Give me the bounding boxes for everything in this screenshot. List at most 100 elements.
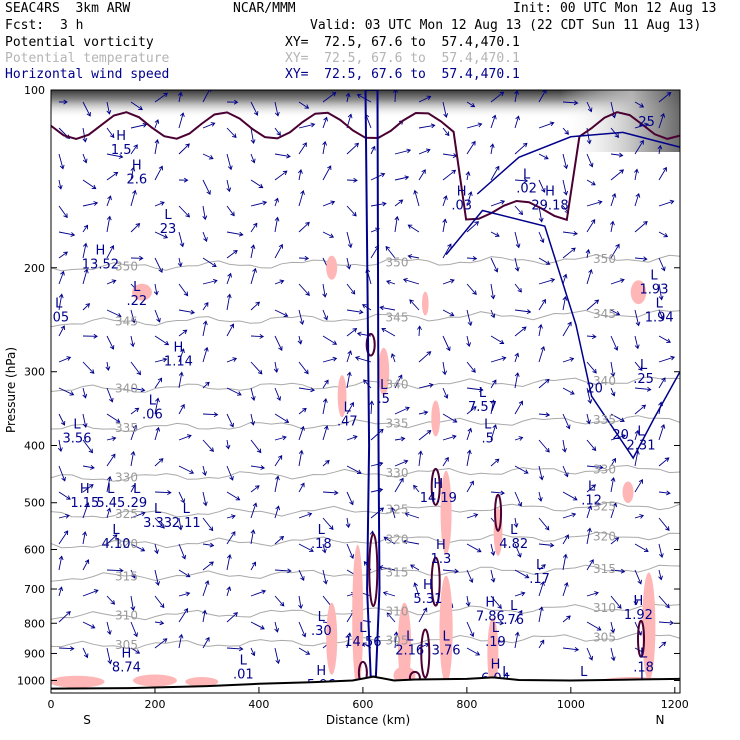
wind-vector [298,283,310,296]
theta-contour-label: 330 [115,470,138,484]
wind-vector [657,144,663,155]
theta-contour-label: 340 [593,374,616,388]
wind-vector [442,434,457,441]
wind-vector [466,191,473,207]
wind-vector [586,200,603,207]
wind-vector [634,429,640,441]
pv-contour [637,619,646,658]
wind-vector [82,242,88,259]
wind-vector [130,387,146,393]
wind-vector [466,621,475,638]
extremum-marker: L [637,424,645,439]
wind-vector [390,353,396,363]
wind-vector [250,529,256,545]
wind-vector [634,386,652,392]
extremum-value: 13.52 [82,257,119,272]
wind-vector [562,647,580,652]
wind-vector [466,543,482,553]
wind-vector [58,293,64,311]
wind-vector [130,450,136,467]
wind-vector [58,387,75,396]
header-init: Init: 00 UTC Mon 12 Aug 13 [513,1,717,16]
wind-vector [514,205,524,216]
wind-vector [538,121,555,129]
x-tick-label: 400 [248,698,269,711]
wind-vector [322,283,328,298]
wind-vector [58,251,69,259]
wind-vector [106,507,112,519]
x-tick-label: 0 [48,698,55,711]
field-label-theta: Potential temperature [5,51,170,66]
extremum-value: 4.10 [102,537,131,552]
extremum-marker: H [491,657,501,672]
wind-vector [154,139,160,155]
wind-vector [514,372,520,389]
wind-vector [562,179,569,196]
wind-vector [106,647,113,665]
wind-vector [634,569,642,585]
wind-vector [490,91,505,103]
wind-vector [610,387,616,397]
wind-vector [250,244,256,259]
wind-vector [274,335,283,351]
theta-contour-label: 335 [593,413,616,427]
wind-vector [226,531,236,545]
wind-vector [586,101,593,113]
wind-vector [58,611,71,623]
wind-vector [514,326,527,337]
pv-positive-fill [440,470,452,555]
wind-vector [586,387,593,404]
extremum-marker: H [485,596,495,611]
wind-vector [322,309,329,321]
wind-vector [538,564,546,571]
wind-vector [130,166,136,181]
wind-vector [370,461,384,467]
wind-vector [538,581,545,597]
wind-vector [538,412,551,418]
wind-vector [154,357,168,363]
wind-vector [250,561,257,571]
wind-vector [322,356,338,363]
wind-vector [274,243,283,259]
wind-vector [274,475,280,493]
wind-vector [490,356,507,363]
wind-vector [82,127,88,143]
extremum-marker: H [80,482,90,497]
wind-vector [466,361,476,373]
wind-vector [274,309,289,317]
wind-vector [413,484,420,493]
wind-vector [82,361,95,374]
wind-vector [562,553,568,571]
wind-vector [490,458,500,467]
theta-contour-label: 325 [386,503,409,517]
extremum-marker: L [380,378,388,393]
wind-vector [154,231,169,239]
x-tick-label: 1200 [661,698,689,711]
wind-vector [658,257,666,272]
wind-vector [57,179,63,190]
x-tick-label: 1000 [557,698,585,711]
wind-vector [82,101,91,117]
wind-vector [322,91,337,103]
wind-vector [418,607,428,623]
wind-vector [154,397,160,415]
wind-vector [250,589,267,597]
wind-vector [634,335,640,350]
wind-vector [394,215,400,233]
wind-vector [346,371,352,389]
wind-vector [154,543,159,555]
wind-vector [177,257,183,268]
theta-contour-label: 315 [593,562,616,576]
wind-vector [658,91,672,103]
wind-vector [562,439,567,453]
wind-vector [58,270,65,285]
wind-vector [466,480,474,493]
wind-vector [402,539,420,545]
wind-vector [322,116,328,129]
wind-vector [402,277,420,285]
extremum-marker: H [457,184,467,199]
wind-vector [58,153,65,170]
wind-vector [58,513,70,519]
wind-vector [609,220,615,233]
